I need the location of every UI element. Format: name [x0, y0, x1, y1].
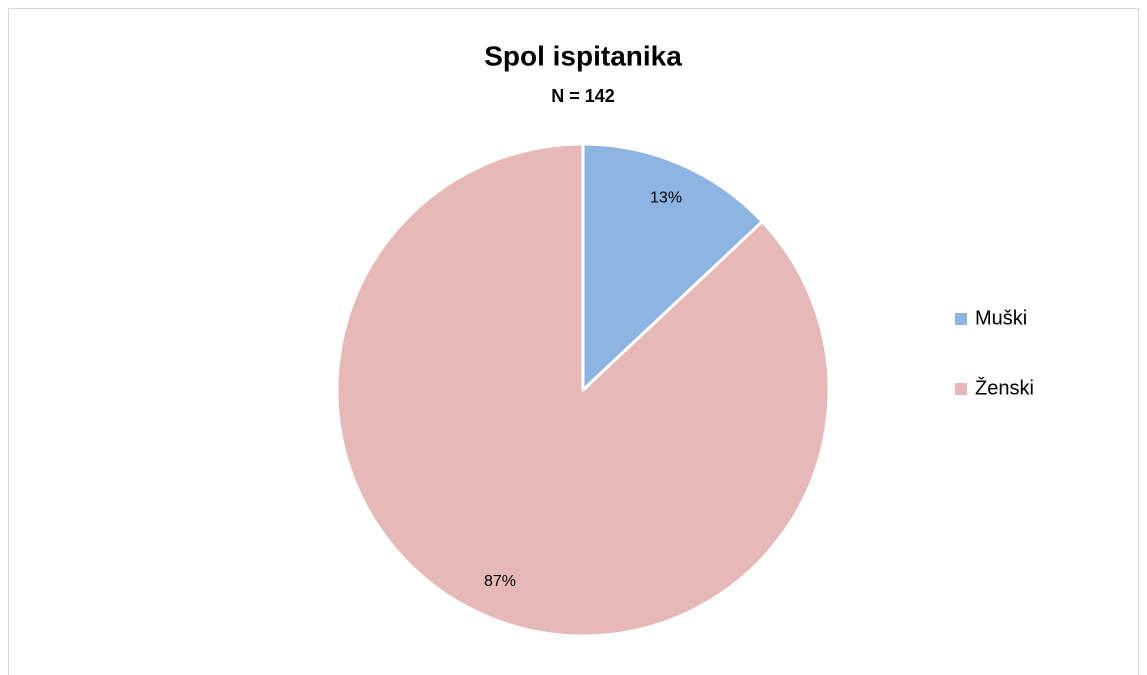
data-label: 13% [650, 189, 682, 206]
chart-title: Spol ispitanika [484, 40, 682, 71]
pie-slice [335, 142, 831, 638]
legend-swatch [955, 313, 967, 325]
legend-swatch [955, 383, 967, 395]
data-label: 87% [484, 573, 516, 590]
legend-label: Muški [975, 307, 1027, 329]
legend-label: Ženski [975, 376, 1034, 399]
chart-subtitle: N = 142 [551, 86, 615, 106]
pie-slice [581, 142, 764, 392]
